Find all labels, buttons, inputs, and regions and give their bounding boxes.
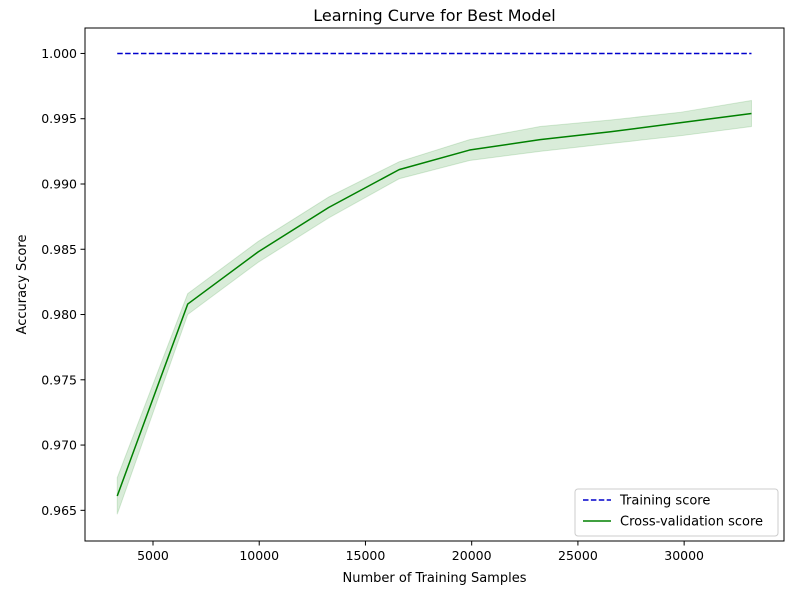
- chart-title: Learning Curve for Best Model: [313, 6, 555, 25]
- x-tick-label: 10000: [239, 548, 279, 563]
- y-axis-label: Accuracy Score: [15, 235, 30, 335]
- x-tick-label: 20000: [452, 548, 492, 563]
- y-tick-label: 0.975: [41, 372, 77, 387]
- y-tick-label: 0.980: [41, 307, 77, 322]
- y-tick-label: 0.990: [41, 176, 77, 191]
- series-1-std-band: [116, 99, 752, 515]
- x-tick-label: 5000: [137, 548, 169, 563]
- legend: Training score Cross-validation score: [574, 488, 779, 537]
- x-tick-label: 30000: [664, 548, 704, 563]
- series-1-line: [116, 112, 752, 497]
- y-tick-label: 0.965: [41, 503, 77, 518]
- y-tick-label: 0.995: [41, 111, 77, 126]
- x-axis-label: Number of Training Samples: [343, 571, 527, 586]
- plot-area: [116, 52, 752, 515]
- legend-box: [574, 488, 779, 537]
- x-tick-label: 15000: [346, 548, 386, 563]
- legend-label-training: Training score: [619, 494, 710, 509]
- y-tick-label: 1.000: [41, 46, 77, 61]
- axis-ticks: 5000 10000 15000 20000 25000 30000 0.965 0.970 0…: [41, 46, 704, 563]
- axes-frame: [84, 27, 785, 542]
- y-tick-label: 0.985: [41, 242, 77, 257]
- legend-label-cross-validation: Cross-validation score: [620, 515, 763, 530]
- x-tick-label: 25000: [558, 548, 598, 563]
- y-tick-label: 0.970: [41, 438, 77, 453]
